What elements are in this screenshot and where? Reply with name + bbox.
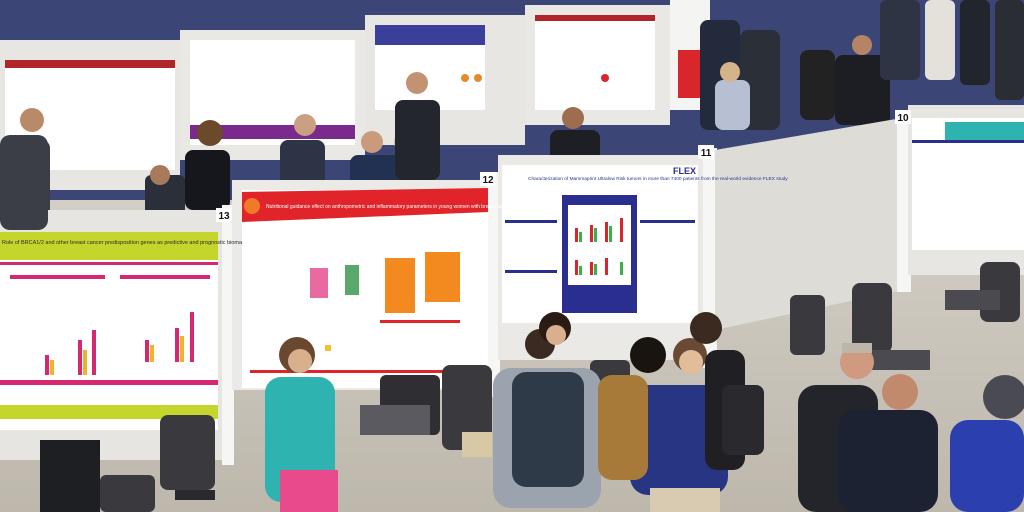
poster-flex: Characterization of Mammaprint Ultralow …	[502, 165, 788, 323]
poster-flex-logo: FLEX	[673, 166, 696, 176]
panel-number-10: 10	[897, 113, 909, 124]
poster-flex-title: Characterization of Mammaprint Ultralow …	[528, 176, 788, 182]
panel-number-11: 11	[701, 148, 712, 159]
poster-nutrition: Nutritional guidance effect on anthropom…	[242, 188, 512, 388]
poster-far-right	[912, 118, 1024, 250]
foreground-people	[0, 135, 1024, 512]
poster-geparx: Role of BRCA1/2 and other breast cancer …	[0, 232, 367, 430]
poster-geparx-title: Role of BRCA1/2 and other breast cancer …	[2, 240, 367, 246]
panel-number-tags: 13 12 11 10	[216, 110, 911, 222]
poster-nutrition-title: Nutritional guidance effect on anthropom…	[266, 204, 512, 210]
panel-number-12: 12	[482, 175, 494, 186]
panel-number-13: 13	[218, 211, 230, 222]
chairs	[100, 262, 1020, 512]
